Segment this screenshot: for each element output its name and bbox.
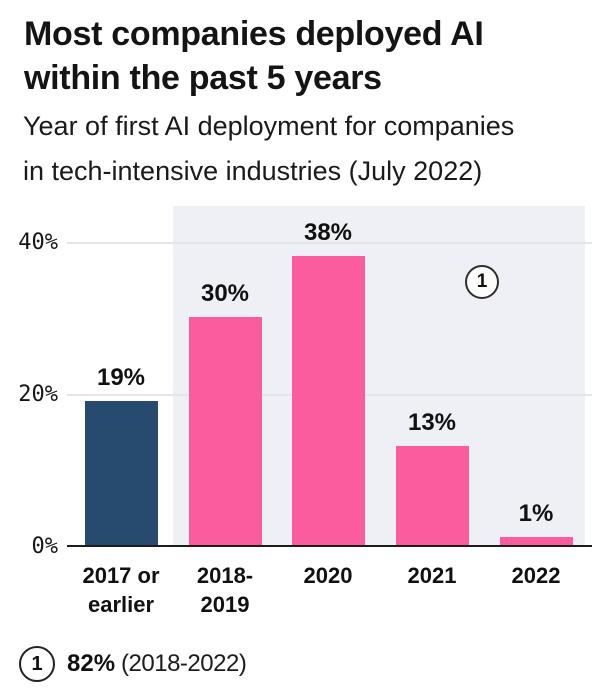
gridline-40	[67, 242, 592, 244]
annotation-marker-number: 1	[476, 271, 488, 292]
footnote-value: 82%	[67, 650, 116, 677]
bar-1	[84, 401, 158, 545]
bar-2	[188, 317, 262, 545]
subtitle-line-2: in tech-intensive industries (July 2022)	[23, 156, 483, 186]
bar-value-label-1: 19%	[96, 364, 146, 391]
footnote-marker-circle: 1	[19, 646, 55, 682]
y-tick-40: 40%	[18, 230, 58, 255]
title-line-1: Most companies deployed AI	[24, 15, 484, 53]
bar-4	[395, 446, 469, 545]
bar-3	[291, 256, 365, 545]
bar-chart: 40% 20% 0% 19% 2017 or earlier 30% 2018- 20…	[0, 206, 613, 617]
bar-5	[499, 537, 573, 545]
x-axis-label-4: 2021	[407, 563, 457, 588]
title-line-2: within the past 5 years	[24, 59, 382, 97]
bar-value-label-2: 30%	[200, 280, 250, 307]
y-tick-0: 0%	[31, 534, 59, 559]
footnote-marker-number: 1	[31, 652, 43, 675]
annotation-marker-circle: 1	[465, 265, 499, 299]
x-axis-label-5: 2022	[511, 563, 561, 588]
bar-value-label-4: 13%	[407, 409, 457, 436]
page-title: Most companies deployed AI within the pa…	[24, 12, 602, 100]
x-axis-label-1: 2017 or earlier	[82, 563, 160, 617]
x-axis-label-3: 2020	[303, 563, 353, 588]
bar-value-label-3: 38%	[303, 219, 353, 246]
x-axis-label-2: 2018- 2019	[196, 563, 254, 617]
chart-subtitle: Year of first AI deployment for companie…	[23, 104, 605, 194]
footnote-text: 82% (2018-2022)	[67, 650, 247, 678]
footnote-note: (2018-2022)	[121, 650, 247, 677]
subtitle-line-1: Year of first AI deployment for companie…	[23, 111, 515, 141]
footnote: 1 82% (2018-2022)	[19, 646, 247, 682]
x-axis-line	[67, 545, 592, 547]
bar-value-label-5: 1%	[518, 500, 554, 527]
y-tick-20: 20%	[18, 382, 58, 407]
